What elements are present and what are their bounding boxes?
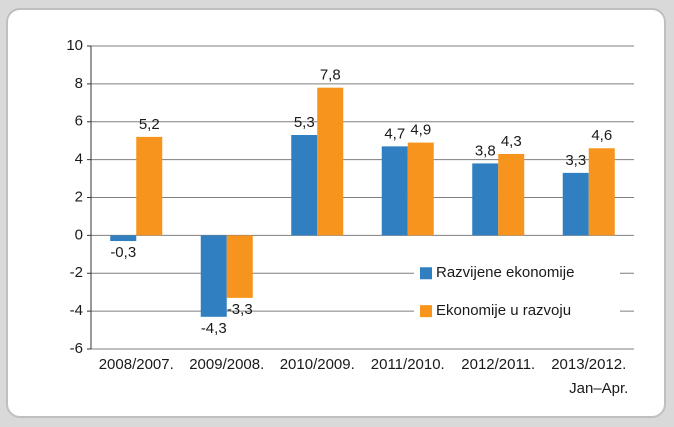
legend-bg xyxy=(414,262,620,285)
x-tick-label: 2012/2011. xyxy=(461,356,535,373)
x-tick-label: 2009/2008. xyxy=(189,356,264,373)
data-label: 5,2 xyxy=(139,116,160,133)
bar xyxy=(317,87,344,236)
bar xyxy=(498,153,525,236)
data-label: -0,3 xyxy=(110,244,136,261)
bar xyxy=(110,235,137,242)
bar xyxy=(407,142,434,236)
x-tick-note: Jan–Apr. xyxy=(569,380,628,397)
data-label: -4,3 xyxy=(201,320,227,337)
y-tick-label: 10 xyxy=(66,37,83,54)
bar xyxy=(136,136,163,236)
bar xyxy=(472,163,499,236)
y-tick-label: 2 xyxy=(75,188,83,205)
legend-label: Ekonomije u razvoju xyxy=(436,302,571,319)
data-label: 4,3 xyxy=(501,133,522,150)
y-tick-label: 4 xyxy=(75,151,83,168)
legend-swatch xyxy=(420,305,432,318)
data-label: 4,7 xyxy=(384,125,405,142)
bar xyxy=(200,235,227,317)
x-tick-label: 2010/2009. xyxy=(280,356,355,373)
legend-bg xyxy=(414,300,620,323)
data-label: 7,8 xyxy=(320,67,341,84)
x-tick-label: 2013/2012. xyxy=(551,356,626,373)
data-label: 4,6 xyxy=(591,127,612,144)
y-tick-label: -6 xyxy=(70,340,83,357)
legend-swatch xyxy=(420,267,432,280)
y-tick-label: -2 xyxy=(70,264,83,281)
x-tick-label: 2008/2007. xyxy=(99,356,174,373)
y-tick-label: 6 xyxy=(75,113,83,130)
data-label: -3,3 xyxy=(227,301,253,318)
x-tick-label: 2011/2010. xyxy=(371,356,445,373)
bar xyxy=(291,135,318,236)
legend-label: Razvijene ekonomije xyxy=(436,264,574,281)
y-tick-label: 0 xyxy=(75,226,83,243)
data-label: 5,3 xyxy=(294,114,315,131)
data-label: 3,3 xyxy=(565,152,586,169)
data-label: 3,8 xyxy=(475,142,496,159)
bar xyxy=(381,146,408,236)
y-tick-label: 8 xyxy=(75,75,83,92)
y-tick-label: -4 xyxy=(70,302,83,319)
data-label: 4,9 xyxy=(410,122,431,139)
bar xyxy=(588,148,615,236)
bar xyxy=(226,235,253,298)
bar xyxy=(562,172,589,236)
